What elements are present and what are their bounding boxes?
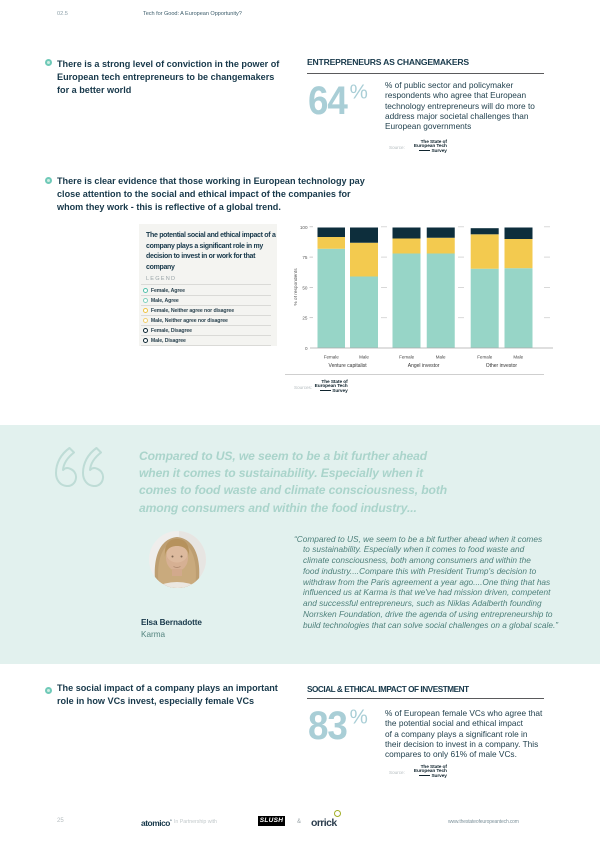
- svg-text:75: 75: [302, 255, 308, 260]
- svg-text:0: 0: [305, 346, 308, 351]
- svg-text:Male: Male: [513, 354, 523, 359]
- svg-text:Male: Male: [436, 354, 446, 359]
- svg-text:Venture capitalist: Venture capitalist: [329, 363, 368, 369]
- svg-text:Angel investor: Angel investor: [408, 363, 440, 369]
- svg-text:Female: Female: [324, 354, 340, 359]
- svg-text:% of respondents: % of respondents: [294, 268, 299, 306]
- svg-text:Female: Female: [399, 354, 415, 359]
- svg-text:50: 50: [302, 285, 308, 290]
- svg-text:Other investor: Other investor: [486, 363, 518, 369]
- svg-text:Male: Male: [359, 354, 369, 359]
- svg-text:Female: Female: [477, 354, 493, 359]
- svg-text:100: 100: [300, 225, 308, 230]
- svg-text:25: 25: [302, 316, 308, 321]
